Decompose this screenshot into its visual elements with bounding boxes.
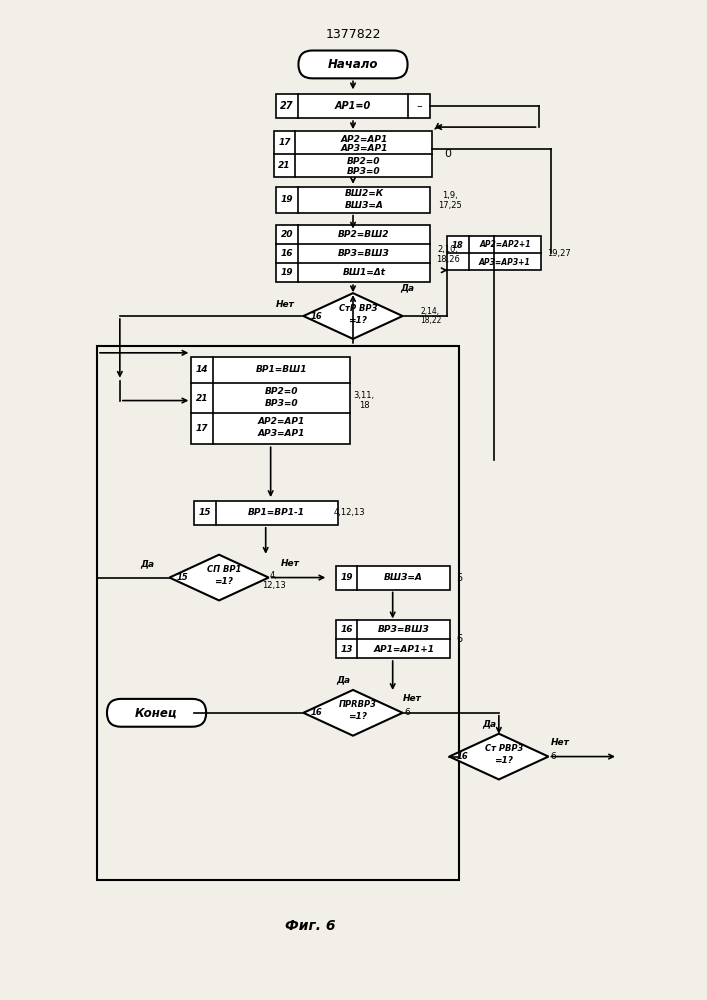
- Text: 6: 6: [551, 752, 556, 761]
- Text: ПPRВР3: ПPRВР3: [339, 700, 377, 709]
- Text: АР2=АР1: АР2=АР1: [340, 135, 387, 144]
- Text: 2,14,: 2,14,: [421, 307, 440, 316]
- Text: 19: 19: [281, 268, 293, 277]
- Bar: [447, 236, 541, 270]
- Text: Нет: Нет: [276, 300, 295, 309]
- Text: СП ВР1: СП ВР1: [207, 565, 241, 574]
- Text: 19: 19: [281, 195, 293, 204]
- Text: 2,10,: 2,10,: [437, 245, 458, 254]
- Text: ВРЗ=0: ВРЗ=0: [264, 399, 298, 408]
- Text: 1377822: 1377822: [325, 28, 381, 41]
- Text: 19,27: 19,27: [547, 249, 571, 258]
- FancyBboxPatch shape: [298, 51, 407, 78]
- Text: ВР1=ВШ1: ВР1=ВШ1: [256, 365, 308, 374]
- Bar: [276, 94, 430, 118]
- Polygon shape: [170, 555, 269, 600]
- Text: СтР ВРЗ: СтР ВРЗ: [339, 304, 378, 313]
- Text: ВШ1=Δt: ВШ1=Δt: [342, 268, 385, 277]
- Text: Ст РВР3: Ст РВР3: [484, 744, 523, 753]
- Text: 6: 6: [457, 634, 462, 644]
- Polygon shape: [303, 690, 402, 736]
- Bar: [194, 501, 338, 525]
- Text: 6: 6: [404, 708, 411, 717]
- Text: 21: 21: [196, 394, 209, 403]
- Text: ВР2=0: ВР2=0: [265, 387, 298, 396]
- Text: Фиг. 6: Фиг. 6: [285, 919, 336, 933]
- Text: 4,: 4,: [269, 571, 278, 580]
- Text: ВРЗ=ВШЗ: ВРЗ=ВШЗ: [338, 249, 390, 258]
- Text: АР2=АР1: АР2=АР1: [258, 417, 305, 426]
- Text: 19: 19: [340, 573, 353, 582]
- Text: 0: 0: [445, 149, 452, 159]
- FancyBboxPatch shape: [107, 699, 206, 727]
- Text: 17: 17: [279, 138, 291, 147]
- Bar: [336, 620, 450, 658]
- Text: 18,22: 18,22: [420, 316, 441, 326]
- Text: АРЗ=АР1: АРЗ=АР1: [258, 429, 305, 438]
- Bar: [192, 357, 350, 444]
- Text: 12,13: 12,13: [262, 581, 286, 590]
- Text: ВРЗ=ВШЗ: ВРЗ=ВШЗ: [378, 625, 429, 634]
- Text: 18,26: 18,26: [436, 255, 460, 264]
- Text: АРЗ=АРЗ+1: АРЗ=АРЗ+1: [479, 258, 531, 267]
- Polygon shape: [303, 293, 402, 339]
- Text: Нет: Нет: [281, 559, 300, 568]
- Text: 3,11,: 3,11,: [354, 391, 375, 400]
- Text: 16: 16: [310, 312, 322, 321]
- Bar: [276, 225, 430, 282]
- Text: 15: 15: [199, 508, 211, 517]
- Text: 18: 18: [358, 401, 369, 410]
- Text: Нет: Нет: [551, 738, 570, 747]
- Text: 14: 14: [196, 365, 209, 374]
- Text: Да: Да: [400, 284, 414, 293]
- Text: =1?: =1?: [349, 316, 368, 325]
- Text: 15: 15: [177, 573, 188, 582]
- Text: ВШ2=К: ВШ2=К: [344, 189, 383, 198]
- Text: ВРЗ=0: ВРЗ=0: [347, 167, 381, 176]
- Text: Начало: Начало: [328, 58, 378, 71]
- Polygon shape: [449, 734, 549, 779]
- Text: 16: 16: [281, 249, 293, 258]
- Text: Конец: Конец: [135, 706, 178, 719]
- Text: Да: Да: [482, 719, 496, 728]
- Text: ВР2=ВШ2: ВР2=ВШ2: [338, 230, 390, 239]
- Text: Да: Да: [141, 559, 155, 568]
- Text: АР1=АР1+1: АР1=АР1+1: [373, 645, 434, 654]
- Text: Нет: Нет: [403, 694, 422, 703]
- Text: 17: 17: [196, 424, 209, 433]
- Text: 1,9,: 1,9,: [442, 191, 457, 200]
- Text: ВР2=0: ВР2=0: [347, 157, 380, 166]
- Text: 21: 21: [279, 161, 291, 170]
- Text: 17,25: 17,25: [438, 201, 462, 210]
- Text: ВШЗ=А: ВШЗ=А: [384, 573, 423, 582]
- Text: 16: 16: [456, 752, 468, 761]
- Text: –: –: [416, 101, 422, 111]
- Bar: [274, 131, 433, 177]
- Text: ВР1=ВР1-1: ВР1=ВР1-1: [248, 508, 305, 517]
- Text: =1?: =1?: [214, 577, 233, 586]
- Text: 18: 18: [452, 241, 464, 250]
- Text: Да: Да: [336, 675, 350, 684]
- Text: ВШЗ=А: ВШЗ=А: [344, 201, 383, 210]
- Text: 16: 16: [340, 625, 353, 634]
- Text: 20: 20: [281, 230, 293, 239]
- Text: 16: 16: [310, 708, 322, 717]
- Text: 13: 13: [340, 645, 353, 654]
- Bar: [276, 187, 430, 213]
- Text: 5: 5: [457, 573, 463, 583]
- Text: АР2=АР2+1: АР2=АР2+1: [479, 240, 530, 249]
- Text: =1?: =1?: [494, 756, 513, 765]
- Text: 27: 27: [280, 101, 294, 111]
- Text: 4,12,13: 4,12,13: [334, 508, 366, 517]
- Text: АР1=0: АР1=0: [335, 101, 371, 111]
- Text: АРЗ=АР1: АРЗ=АР1: [340, 144, 387, 153]
- Text: =1?: =1?: [349, 712, 368, 721]
- Bar: [336, 566, 450, 589]
- Bar: [97, 346, 459, 880]
